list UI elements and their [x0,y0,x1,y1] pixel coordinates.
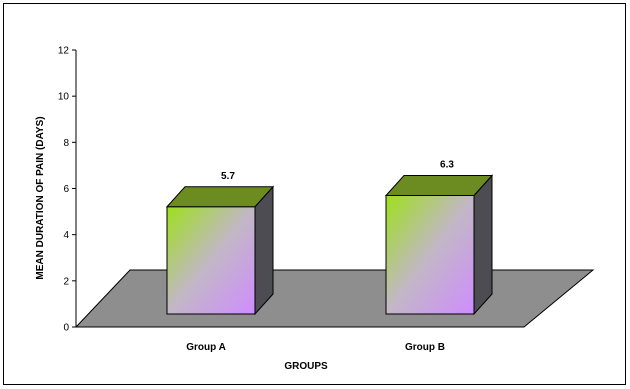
y-tick-label: 4 [63,230,69,241]
bar-front [385,194,475,315]
y-tick-label: 10 [58,92,70,103]
y-axis-title: MEAN DURATION OF PAIN (DAYS) [35,116,46,279]
bar-chart: 0 2 4 6 8 10 12 5.7 Group A 6.3 Group B MEAN DURA… [35,46,595,372]
y-tick-label: 12 [58,46,70,57]
x-category-label: Group B [405,342,445,353]
x-axis-title: GROUPS [284,361,328,372]
chart-frame: 0 2 4 6 8 10 12 5.7 Group A 6.3 Group B MEAN DURA… [3,3,626,385]
bar-top [165,186,275,208]
y-tick-label: 8 [63,138,69,149]
bar-data-label: 6.3 [440,159,454,170]
x-category-label: Group A [186,342,226,353]
bar-front [166,206,256,315]
y-tick-label: 2 [63,276,69,287]
bar-side [254,185,274,316]
chart-floor [74,269,595,328]
bar-side [473,174,493,316]
bar-top [384,174,494,196]
y-tick-label: 0 [63,323,69,334]
bar-data-label: 5.7 [221,171,235,182]
y-tick-label: 6 [63,184,69,195]
